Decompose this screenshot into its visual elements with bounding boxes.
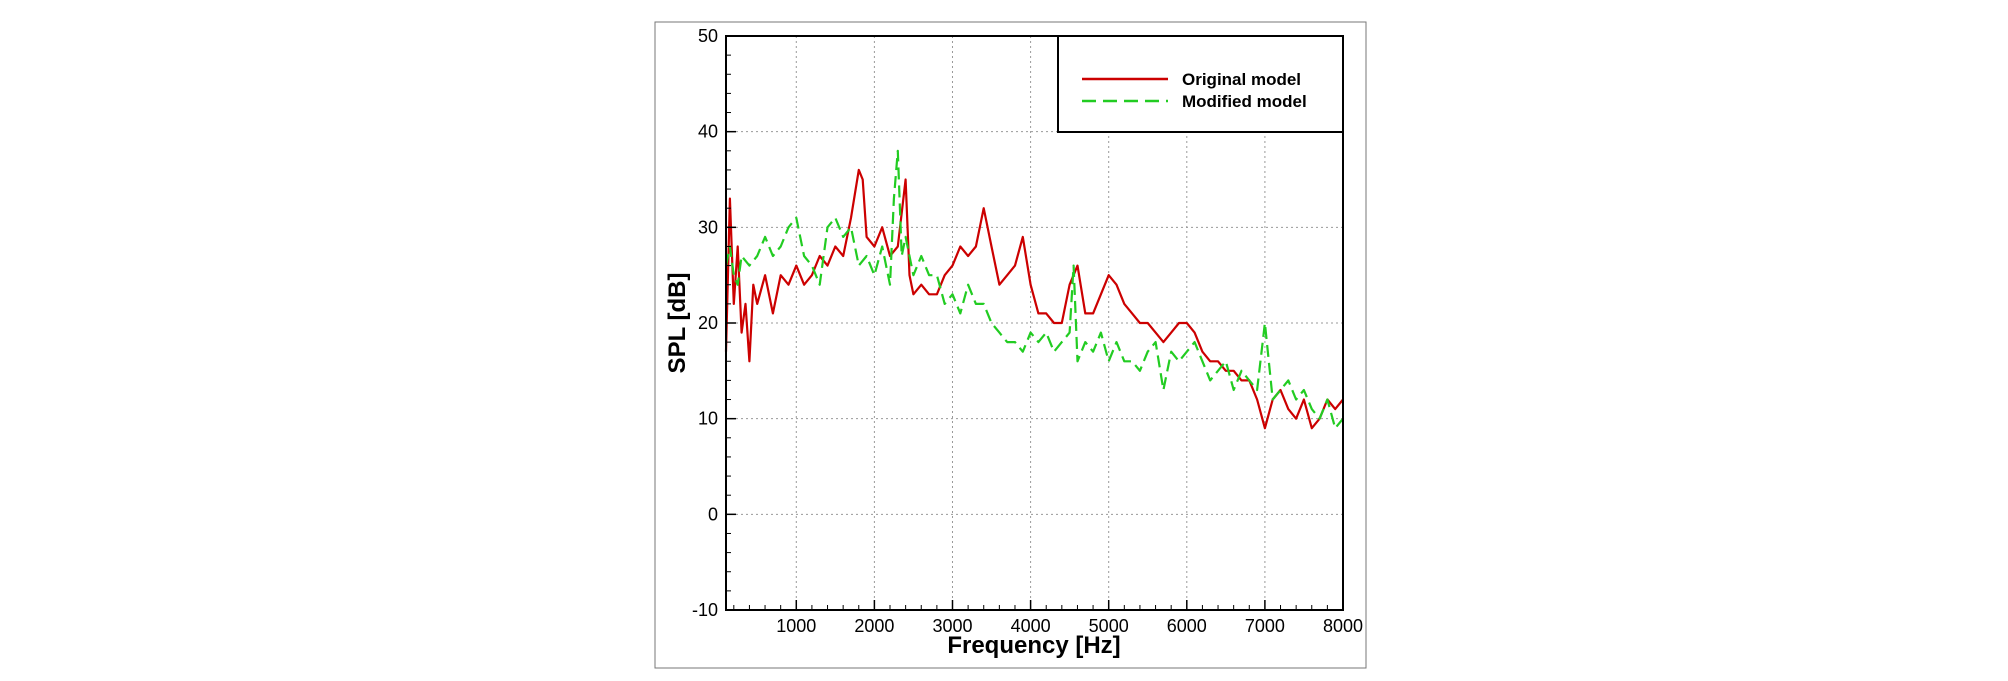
y-tick-label: 0: [708, 504, 718, 524]
legend-label-modified: Modified model: [1182, 92, 1307, 111]
x-tick-label: 2000: [854, 616, 894, 636]
series-line-0: [724, 168, 1344, 430]
x-tick-label: 3000: [932, 616, 972, 636]
series-line-1: [724, 149, 1344, 430]
y-tick-label: 20: [698, 313, 718, 333]
series-layer: [724, 149, 1344, 430]
y-tick-label: 30: [698, 217, 718, 237]
x-tick-label: 5000: [1089, 616, 1129, 636]
x-tick-label: 6000: [1167, 616, 1207, 636]
x-tick-label: 4000: [1011, 616, 1051, 636]
x-tick-label: 7000: [1245, 616, 1285, 636]
x-axis-label: Frequency [Hz]: [947, 632, 1120, 659]
x-tick-label: 8000: [1323, 616, 1363, 636]
y-tick-labels: -10 0 10 20 30 40 50: [692, 26, 718, 620]
y-tick-label: 10: [698, 409, 718, 429]
legend-label-original: Original model: [1182, 70, 1301, 89]
y-tick-label: 50: [698, 26, 718, 46]
x-tick-label: 1000: [776, 616, 816, 636]
y-tick-label: -10: [692, 600, 718, 620]
legend-box: [1057, 35, 1344, 133]
axis-ticks: [726, 35, 1344, 611]
y-tick-label: 40: [698, 122, 718, 142]
x-tick-labels: 1000 2000 3000 4000 5000 6000 7000 8000: [776, 616, 1363, 636]
legend: Original model Modified model: [1057, 35, 1344, 133]
y-axis-label: SPL [dB]: [664, 273, 691, 374]
